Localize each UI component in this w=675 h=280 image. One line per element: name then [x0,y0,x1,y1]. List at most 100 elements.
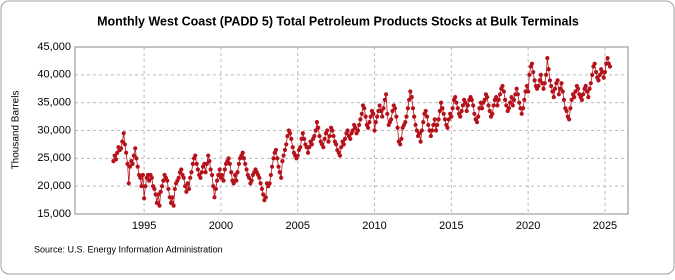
data-point [413,122,418,128]
data-point [185,181,190,186]
y-tick-label: 45,000 [37,41,71,53]
y-axis-label: Thousand Barrels [11,91,22,170]
data-point [204,161,209,166]
data-point [261,192,266,197]
data-point [575,86,581,91]
data-point [395,125,400,130]
data-point [407,97,412,102]
data-point [559,81,564,86]
data-point [381,106,386,111]
data-point [126,181,131,186]
data-point [506,106,512,111]
data-point [517,100,522,105]
data-point [279,175,284,180]
data-point [193,153,198,158]
data-point [353,125,358,130]
data-point [514,86,519,91]
data-point [522,97,527,102]
data-point [581,92,586,97]
data-point [408,89,413,94]
data-point [472,111,477,116]
data-point [172,186,177,192]
data-point [424,114,430,119]
data-point [312,133,317,139]
data-point [130,161,135,166]
data-point [327,133,332,139]
data-point [124,150,129,155]
data-point [572,95,577,100]
data-point [463,100,468,105]
data-point [500,83,505,89]
data-point [568,106,573,111]
y-tick-label: 20,000 [37,180,71,192]
data-point [231,181,236,186]
data-point [345,128,350,133]
data-point [497,92,503,97]
data-point [277,170,282,175]
data-point [331,133,336,139]
data-point [551,95,556,100]
y-tick-label: 30,000 [37,124,71,136]
data-point [454,100,459,105]
data-point [433,128,439,133]
data-point [496,97,501,102]
data-point [165,178,170,183]
data-point [284,142,289,147]
data-point [378,108,384,114]
data-point [142,196,147,201]
data-point [276,164,281,169]
data-point [179,167,184,172]
data-point [269,164,275,169]
data-point [579,97,585,102]
data-point [367,120,372,125]
data-point [590,72,595,77]
data-point [486,103,491,108]
data-point [199,170,204,175]
data-point [325,128,330,133]
data-point [220,172,225,178]
data-point [138,175,143,180]
data-point [446,117,451,122]
data-point [139,184,144,189]
x-tick-label: 2010 [362,220,386,232]
data-point [482,97,487,102]
data-point [295,153,300,158]
data-point [588,81,593,86]
data-point [414,128,419,133]
data-point [417,131,422,136]
data-point [113,157,119,162]
data-point [212,195,217,200]
data-point [122,142,128,147]
data-point [560,89,565,94]
data-point [503,97,508,102]
data-point [377,103,382,108]
data-point [524,83,530,89]
data-point [432,117,437,122]
data-point [115,150,120,155]
data-point [206,153,211,158]
data-point [404,114,409,119]
data-point [382,97,387,102]
data-point [531,69,536,75]
data-point [380,114,385,119]
data-point [573,89,578,94]
data-point [428,133,434,139]
data-point [314,120,320,125]
data-point [510,103,515,108]
data-point [134,156,139,161]
data-point [209,172,215,178]
data-point [441,111,446,116]
data-point [389,117,394,122]
data-point [183,184,188,189]
data-point [350,128,355,133]
data-point [158,189,163,194]
data-point [152,186,157,192]
x-tick-label: 2025 [593,220,617,232]
data-point [213,186,218,192]
data-point [275,156,280,161]
data-point [597,72,602,77]
data-point [188,175,193,180]
data-point [476,114,481,119]
data-point [184,189,189,194]
